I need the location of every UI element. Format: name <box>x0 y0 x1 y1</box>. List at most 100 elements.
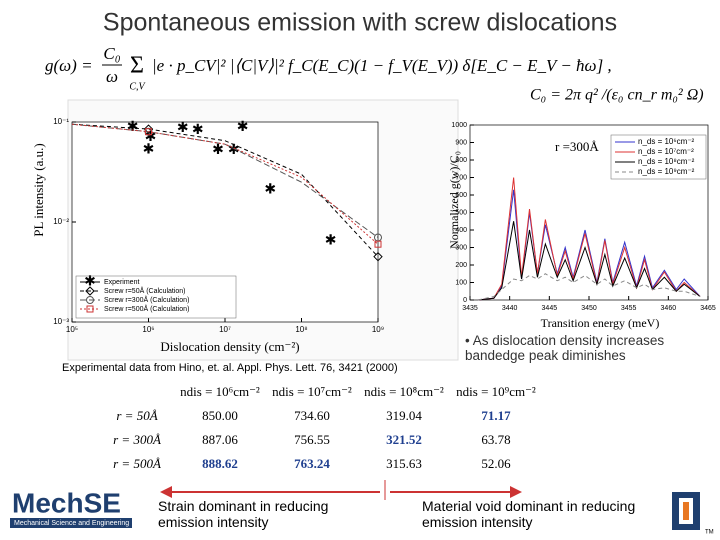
series-line <box>71 123 379 258</box>
point <box>374 240 382 248</box>
x-tick-label: 3445 <box>542 305 558 312</box>
y-axis-label: PL intensity (a.u.) <box>31 143 46 236</box>
point: ✱ <box>228 141 240 157</box>
row-header: r = 300Å <box>113 432 161 447</box>
cell: 321.52 <box>386 432 422 447</box>
x-tick-label: 3440 <box>502 305 518 312</box>
y-tick-label: 700 <box>455 174 467 181</box>
y-tick-label: 300 <box>455 244 467 251</box>
point <box>86 296 94 304</box>
legend-label: n_ds = 10⁸cm⁻² <box>638 157 695 166</box>
series-line <box>71 123 379 238</box>
cell: 71.17 <box>481 408 511 423</box>
cell: 888.62 <box>202 456 238 471</box>
formula-c0-def: C₀ = 2π q² /(ε₀ cn_r m₀² Ω) <box>530 87 704 104</box>
row-header: r = 50Å <box>116 408 158 423</box>
x-tick-label: 3435 <box>462 305 478 312</box>
header-cell: ndis = 10⁷cm⁻² <box>272 384 352 399</box>
y-tick-label: 10⁻³ <box>53 317 69 326</box>
header-cell: ndis = 10⁸cm⁻² <box>364 384 444 399</box>
title: Spontaneous emission with screw dislocat… <box>103 9 617 37</box>
point: ✱ <box>237 118 249 134</box>
point: ✱ <box>145 128 157 144</box>
x-tick-label: 3465 <box>700 305 716 312</box>
header-cell: ndis = 10⁶cm⁻² <box>180 384 260 399</box>
logo-band <box>10 518 132 528</box>
logo-sub: Mechanical Science and Engineering <box>14 520 129 527</box>
y-tick-label: 800 <box>455 157 467 164</box>
legend-label: n_ds = 10⁹cm⁻² <box>638 167 695 176</box>
cell: 319.04 <box>386 408 422 423</box>
arrowhead <box>160 486 172 498</box>
point: ✱ <box>192 121 204 137</box>
bullet: • As dislocation density increases bande… <box>465 333 665 363</box>
y-tick-label: 200 <box>455 262 467 269</box>
legend-box <box>610 134 707 180</box>
x-tick-label: 3455 <box>621 305 637 312</box>
x-tick-label: 3450 <box>581 305 597 312</box>
point <box>86 305 94 313</box>
cell: 887.06 <box>202 432 238 447</box>
point <box>145 128 152 136</box>
legend-label: Experiment <box>104 279 139 286</box>
legend-label: Screw r=50Å (Calculation) <box>104 286 186 295</box>
y-tick-label: 600 <box>455 192 467 199</box>
y-tick-label: 1000 <box>451 122 467 129</box>
y-tick-label: 500 <box>455 209 467 216</box>
y-tick-label: 100 <box>455 279 467 286</box>
point: ✱ <box>325 231 337 247</box>
point <box>373 251 383 262</box>
y-tick-label: 0 <box>463 297 467 304</box>
x-axis-label: Dislocation density (cm⁻²) <box>160 339 299 354</box>
point: ✱ <box>212 141 224 157</box>
x-tick-label: 10⁹ <box>372 325 384 334</box>
y-tick-label: 400 <box>455 227 467 234</box>
cell: 734.60 <box>294 408 330 423</box>
i-logo <box>683 502 689 520</box>
caption: Experimental data from Hino, et. al. App… <box>62 362 398 374</box>
y-tick-label: 10⁻² <box>53 217 69 226</box>
formula-body: |e · p_CV|² |⟨C|V⟩|² f_C(E_C)(1 − f_V(E_… <box>152 56 612 75</box>
legend-box <box>75 275 237 319</box>
x-axis-label: Transition energy (meV) <box>541 316 660 330</box>
tm: TM <box>705 530 714 536</box>
legend-label: n_ds = 10⁷cm⁻² <box>638 147 694 156</box>
point: ✱ <box>177 119 189 135</box>
point: ✱ <box>264 180 276 196</box>
formula-lhs: g(ω) = <box>45 56 93 75</box>
formula-c0: C₀ <box>103 44 120 63</box>
right-note: Material void dominant in reducing emiss… <box>422 498 636 530</box>
cell: 63.78 <box>481 432 511 447</box>
header-cell: ndis = 10⁹cm⁻² <box>456 384 536 399</box>
cell: 315.63 <box>386 456 422 471</box>
y-tick-label: 10⁻¹ <box>53 117 69 126</box>
formula-omega: ω <box>106 67 118 86</box>
left-note: Strain dominant in reducing emission int… <box>158 498 329 530</box>
table: ndis = 10⁶cm⁻² ndis = 10⁷cm⁻² ndis = 10⁸… <box>100 380 542 476</box>
formula-sub: C,V <box>129 81 146 92</box>
row-header: r = 500Å <box>113 456 161 471</box>
cell: 52.06 <box>481 456 511 471</box>
point <box>85 286 95 296</box>
point <box>143 124 154 134</box>
legend-label: n_ds = 10⁶cm⁻² <box>638 137 695 146</box>
cell: 763.24 <box>294 456 330 471</box>
logo-text: MechSE <box>12 487 121 518</box>
annotation: r =300Å <box>555 139 599 154</box>
arrowhead <box>510 486 522 498</box>
x-tick-label: 10⁷ <box>219 325 231 334</box>
x-tick-label: 10⁶ <box>142 325 154 334</box>
series-line <box>477 221 701 301</box>
y-tick-label: 900 <box>455 139 467 146</box>
point: ✱ <box>143 140 155 156</box>
formula-sum: Σ <box>130 53 144 79</box>
x-tick-label: 10⁵ <box>66 325 78 334</box>
legend-label: Screw r=300Å (Calculation) <box>104 295 189 304</box>
x-tick-label: 10⁸ <box>295 325 307 334</box>
legend-label: Screw r=500Å (Calculation) <box>104 304 189 313</box>
cell: 850.00 <box>202 408 238 423</box>
point: ✱ <box>84 273 96 289</box>
cell: 756.55 <box>294 432 330 447</box>
